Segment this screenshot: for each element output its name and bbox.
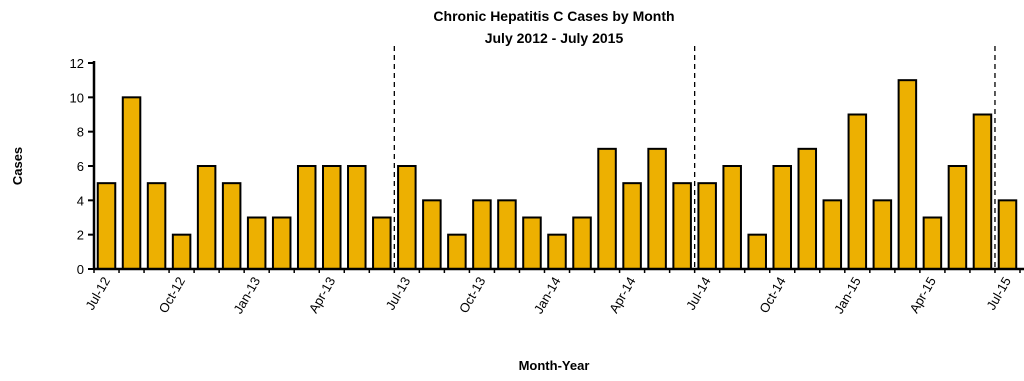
bar [397, 165, 417, 270]
chart-subtitle: July 2012 - July 2015 [485, 30, 624, 46]
bar [472, 199, 492, 270]
bar [221, 182, 242, 271]
x-tick-label: Jan-15 [831, 274, 864, 316]
x-tick-label: Jul-12 [82, 274, 113, 312]
bar [947, 165, 968, 270]
x-tick-label: Jan-14 [531, 274, 564, 316]
x-tick-label: Jan-13 [230, 274, 263, 316]
bar [722, 165, 742, 270]
bar [647, 147, 667, 270]
bar [271, 216, 292, 270]
bar [447, 233, 467, 271]
x-tick-label: Jul-14 [683, 274, 714, 312]
bar [847, 113, 868, 270]
x-tick-label: Oct-14 [756, 274, 788, 315]
y-axis-title: Cases [10, 147, 25, 185]
bar [146, 182, 167, 271]
plot-area: 0 2 4 6 8 10 12 Jul-12 Oct-12 Jan-13 Apr-13 Jul-13 O… [70, 46, 1024, 316]
bar [897, 79, 918, 270]
bar [296, 165, 317, 270]
x-axis-title: Month-Year [519, 358, 590, 373]
bar [121, 96, 142, 271]
bar [497, 199, 517, 270]
bar [597, 147, 617, 270]
bar [622, 182, 642, 271]
bar [672, 182, 692, 271]
bar [922, 216, 943, 270]
bar [196, 165, 217, 270]
bar [347, 165, 367, 270]
bar [872, 199, 893, 270]
bar [997, 199, 1018, 270]
x-tick-label: Oct-13 [456, 274, 488, 315]
y-tick-label: 4 [77, 193, 84, 208]
chart-title: Chronic Hepatitis C Cases by Month [433, 8, 674, 24]
bar [572, 216, 592, 270]
bar [321, 165, 342, 270]
bar [372, 216, 392, 270]
x-tick-label: Jul-15 [983, 274, 1014, 312]
y-tick-label: 10 [70, 90, 84, 105]
y-tick-label: 8 [77, 125, 84, 140]
y-tick-label: 0 [77, 262, 84, 277]
y-tick-label: 6 [77, 159, 84, 174]
x-tick-label: Apr-13 [306, 274, 339, 315]
bar [747, 233, 767, 271]
bar [547, 233, 567, 271]
x-tick-label: Oct-12 [156, 274, 188, 315]
bar [522, 216, 542, 270]
bar [96, 182, 117, 271]
x-tick-label: Jul-13 [383, 274, 414, 312]
bar [822, 199, 843, 270]
bar [171, 233, 192, 271]
bar [697, 182, 717, 271]
x-tick-label: Apr-14 [606, 274, 639, 315]
bar [797, 147, 818, 270]
bar [772, 165, 793, 270]
bar [972, 113, 993, 270]
bar [422, 199, 442, 270]
y-tick-label: 2 [77, 228, 84, 243]
x-tick-label: Apr-15 [906, 274, 939, 315]
y-tick-label: 12 [70, 56, 84, 71]
bar [246, 216, 267, 270]
